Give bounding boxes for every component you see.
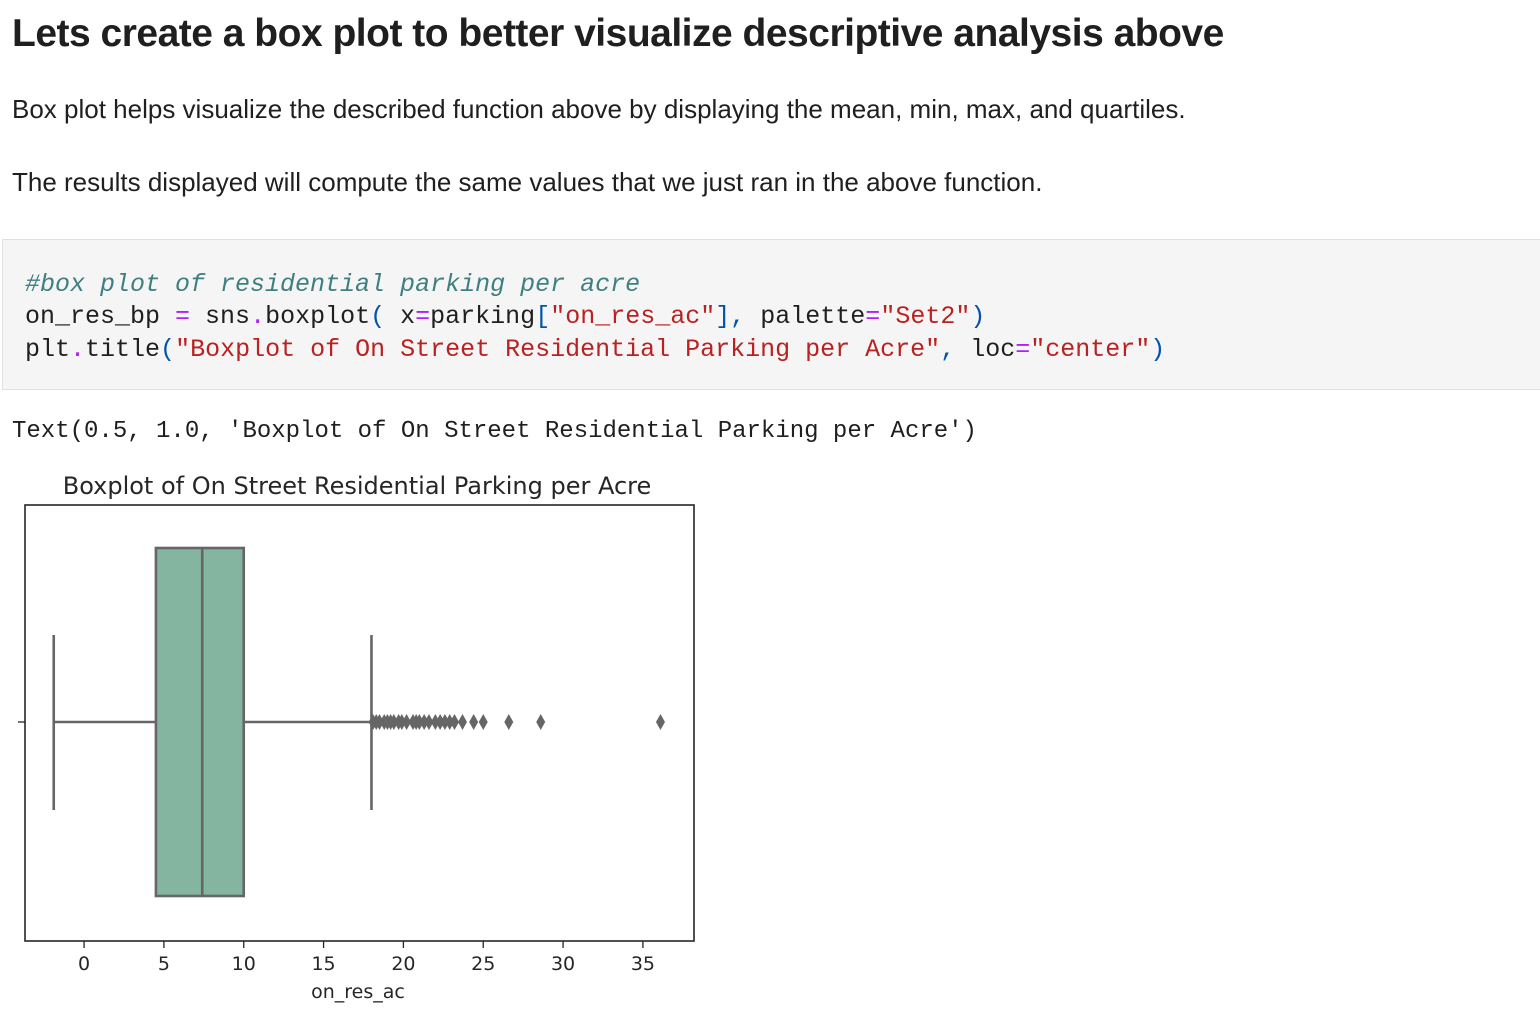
code-token: . [250,302,266,331]
x-tick-label: 30 [551,953,575,975]
outlier-point [469,714,479,730]
outlier-point [440,714,450,730]
outlier-point [389,714,399,730]
x-tick-label: 0 [78,953,90,975]
outlier-point [430,714,440,730]
chart-title: Boxplot of On Street Residential Parking… [63,472,652,500]
code-token: palette [760,302,866,331]
code-token: ( [370,302,401,331]
code-token: , [940,335,971,364]
code-token: loc [970,335,1016,364]
cell-output-text: Text(0.5, 1.0, 'Boxplot of On Street Res… [12,418,977,445]
results-paragraph: The results displayed will compute the s… [12,167,1043,197]
code-token: ( [160,335,176,364]
code-token: ] [715,302,731,331]
code-token: "center" [1030,335,1151,364]
code-token: ) [1150,335,1166,364]
outlier-point [457,714,467,730]
code-comment: #box plot of residential parking per acr… [25,270,641,299]
code-token: "Boxplot of On Street Residential Parkin… [175,335,941,364]
code-token: plt [25,335,71,364]
code-line-comment: #box plot of residential parking per acr… [25,270,640,299]
x-axis: 0 5 10 15 20 25 30 35 [78,941,655,975]
outlier-point [435,714,445,730]
x-axis-label: on_res_ac [311,981,405,1003]
code-line-boxplot: on_res_bp = sns.boxplot( x=parking["on_r… [25,302,985,331]
code-token: = [175,302,191,331]
code-token: . [70,335,86,364]
code-token: x [400,302,416,331]
outlier-point [504,714,514,730]
x-tick-label: 5 [158,953,170,975]
code-token: , [730,302,761,331]
iqr-box [154,546,246,898]
code-token: boxplot [265,302,371,331]
outlier-point [402,714,412,730]
outlier-point [424,714,434,730]
outlier-point [414,714,424,730]
x-tick-label: 15 [311,953,335,975]
outlier-point [450,714,460,730]
outlier-point [445,714,455,730]
outlier-point [655,714,665,730]
x-tick-label: 10 [232,953,256,975]
outlier-point [374,714,384,730]
section-heading: Lets create a box plot to better visuali… [12,12,1224,55]
code-token: parking [430,302,536,331]
code-token: = [415,302,431,331]
outlier-point [419,714,429,730]
outlier-point [536,714,546,730]
x-tick-label: 25 [471,953,495,975]
code-token: sns [190,302,251,331]
plot-frame [24,504,695,942]
plot-area [52,546,665,898]
code-cell[interactable]: #box plot of residential parking per acr… [2,239,1540,390]
code-token: on_res_bp [25,302,176,331]
code-token: "Set2" [880,302,971,331]
code-token: "on_res_ac" [550,302,716,331]
x-tick-label: 35 [631,953,655,975]
code-token: [ [535,302,551,331]
code-token: = [865,302,881,331]
outlier-point [478,714,488,730]
intro-paragraph: Box plot helps visualize the described f… [12,94,1186,124]
outlier-point [397,714,407,730]
boxplot-chart: Boxplot of On Street Residential Parking… [18,472,695,1003]
code-token: ) [970,302,986,331]
code-token: = [1015,335,1031,364]
code-token: title [85,335,161,364]
x-tick-label: 20 [391,953,415,975]
code-line-title: plt.title("Boxplot of On Street Resident… [25,335,1165,364]
